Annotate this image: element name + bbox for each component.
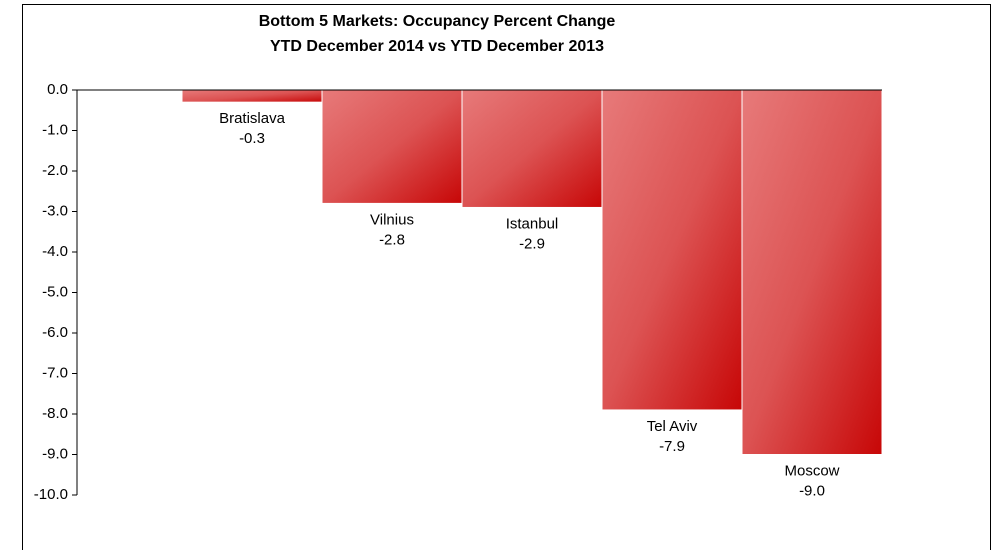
y-tick-label: -8.0 bbox=[42, 405, 68, 422]
value-label: -9.0 bbox=[799, 482, 825, 499]
category-label: Bratislava bbox=[219, 110, 286, 127]
bar bbox=[461, 89, 603, 208]
y-tick-label: -5.0 bbox=[42, 283, 68, 300]
y-tick-label: -3.0 bbox=[42, 202, 68, 219]
value-label: -0.3 bbox=[239, 130, 265, 147]
bar bbox=[321, 89, 463, 204]
bar bbox=[741, 89, 883, 455]
category-label: Tel Aviv bbox=[647, 418, 698, 435]
y-tick-label: -6.0 bbox=[42, 324, 68, 341]
bar bbox=[601, 89, 743, 411]
y-tick-label: -4.0 bbox=[42, 243, 68, 260]
value-label: -7.9 bbox=[659, 438, 685, 455]
y-tick-label: -2.0 bbox=[42, 162, 68, 179]
category-label: Istanbul bbox=[506, 215, 559, 232]
value-label: -2.8 bbox=[379, 231, 405, 248]
chart-title: Bottom 5 Markets: Occupancy Percent Chan… bbox=[259, 13, 616, 30]
category-label: Moscow bbox=[784, 462, 839, 479]
chart-frame bbox=[22, 4, 991, 550]
y-tick-label: 0.0 bbox=[47, 81, 68, 98]
y-tick-label: -1.0 bbox=[42, 121, 68, 138]
value-label: -2.9 bbox=[519, 235, 545, 252]
y-tick-label: -9.0 bbox=[42, 445, 68, 462]
chart-subtitle: YTD December 2014 vs YTD December 2013 bbox=[270, 38, 604, 55]
y-tick-label: -7.0 bbox=[42, 364, 68, 381]
y-tick-label: -10.0 bbox=[34, 486, 68, 503]
bar bbox=[181, 89, 323, 103]
category-label: Vilnius bbox=[370, 211, 414, 228]
